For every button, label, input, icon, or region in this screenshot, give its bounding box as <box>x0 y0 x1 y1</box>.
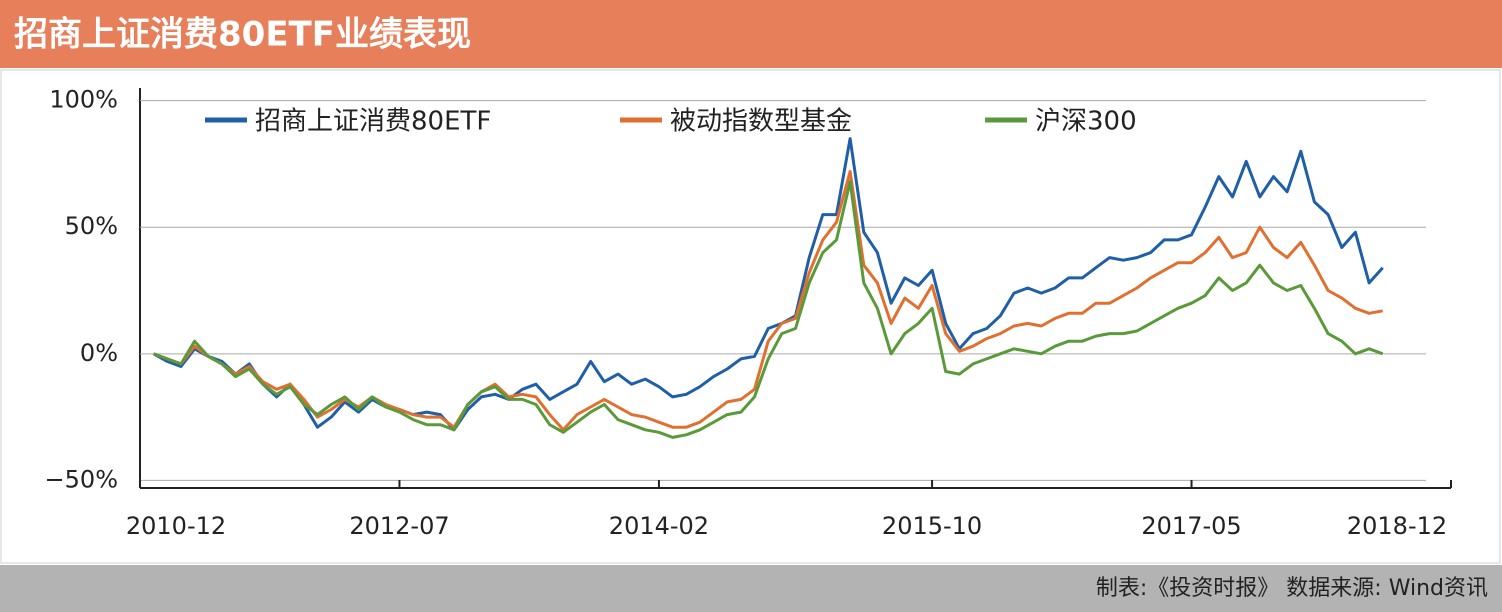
footer-bar <box>0 565 1502 612</box>
y-tick-label: −50% <box>45 465 118 493</box>
x-tick-label: 2012-07 <box>349 512 449 540</box>
y-tick-label: 0% <box>80 339 118 367</box>
series-line <box>153 180 1384 439</box>
y-tick-label: 50% <box>65 212 118 240</box>
source-note: 制表:《投资时报》 数据来源: Wind资讯 <box>1096 576 1488 601</box>
x-tick-label: 2015-10 <box>882 512 982 540</box>
x-tick-label: 2018-12 <box>1347 512 1447 540</box>
y-tick-label: 100% <box>49 86 118 114</box>
x-tick-label: 2017-05 <box>1141 512 1241 540</box>
series-line <box>153 170 1383 432</box>
title-bar <box>0 0 1502 68</box>
legend-label: 沪深300 <box>1035 107 1137 137</box>
series-line <box>152 137 1384 432</box>
x-tick-label: 2010-12 <box>126 512 226 540</box>
x-tick-label: 2014-02 <box>609 512 709 540</box>
chart-frame <box>0 69 1501 564</box>
chart-title: 招商上证消费80ETF业绩表现 <box>14 15 471 55</box>
legend-label: 被动指数型基金 <box>670 107 852 137</box>
legend-label: 招商上证消费80ETF <box>255 107 491 137</box>
